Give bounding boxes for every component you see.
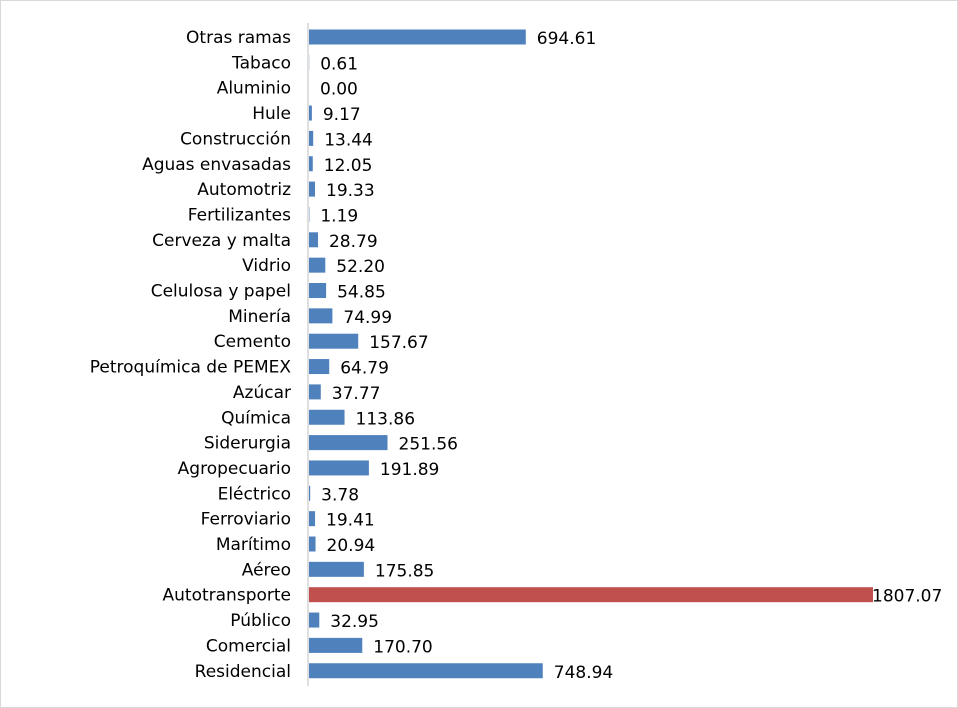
category-label: Automotriz <box>197 180 291 200</box>
category-label: Autotransporte <box>163 586 291 606</box>
value-label: 694.61 <box>537 29 596 49</box>
bar <box>309 409 345 425</box>
category-label: Ferroviario <box>201 510 291 530</box>
value-label: 170.70 <box>373 637 432 657</box>
category-label: Azúcar <box>233 383 291 403</box>
bar <box>309 511 316 527</box>
category-label: Aguas envasadas <box>142 155 291 175</box>
category-label: Comercial <box>206 636 291 656</box>
bar <box>309 384 321 400</box>
bar <box>309 359 330 375</box>
value-label: 19.41 <box>326 511 375 531</box>
category-label: Cemento <box>214 332 291 352</box>
category-label: Aéreo <box>242 560 291 580</box>
bar <box>309 485 311 501</box>
bar <box>309 536 316 552</box>
category-label: Marítimo <box>216 535 291 555</box>
category-label: Siderurgia <box>204 434 291 454</box>
bar <box>309 435 388 451</box>
value-label: 3.78 <box>321 485 359 505</box>
value-label: 64.79 <box>340 359 389 379</box>
bar <box>309 587 873 603</box>
category-label: Construcción <box>180 129 291 149</box>
bar <box>309 156 313 172</box>
category-label: Hule <box>252 104 291 124</box>
category-label: Vidrio <box>242 256 291 276</box>
value-label: 9.17 <box>323 105 361 125</box>
value-label: 13.44 <box>324 130 373 150</box>
category-label: Residencial <box>195 662 291 682</box>
value-label: 19.33 <box>326 181 375 201</box>
bar <box>309 308 333 324</box>
category-label: Fertilizantes <box>188 205 291 225</box>
bar <box>309 283 327 298</box>
category-label: Petroquímica de PEMEX <box>90 358 292 378</box>
category-label: Celulosa y papel <box>151 282 291 302</box>
bar <box>309 232 318 248</box>
value-label: 52.20 <box>336 257 385 277</box>
value-label: 32.95 <box>330 612 379 632</box>
value-label: 157.67 <box>369 333 428 353</box>
value-label: 0.61 <box>320 54 358 74</box>
value-label: 37.77 <box>332 384 381 404</box>
bar <box>309 612 320 628</box>
bar <box>309 181 316 197</box>
value-label: 12.05 <box>324 156 373 176</box>
category-label: Eléctrico <box>218 484 291 504</box>
bar <box>309 460 369 476</box>
category-label: Agropecuario <box>178 459 291 479</box>
bar <box>309 257 326 273</box>
value-label: 175.85 <box>375 561 434 581</box>
bar <box>309 130 314 146</box>
value-label: 748.94 <box>554 663 613 683</box>
value-label: 20.94 <box>327 536 376 556</box>
category-label: Química <box>221 408 291 428</box>
category-label: Público <box>230 611 291 631</box>
category-label: Aluminio <box>217 79 291 99</box>
value-label: 54.85 <box>337 283 386 303</box>
category-label: Minería <box>228 307 291 327</box>
category-label: Otras ramas <box>186 28 291 48</box>
value-label: 1.19 <box>320 206 358 226</box>
bar <box>309 105 312 121</box>
value-label: 251.56 <box>399 435 458 455</box>
bar <box>309 333 359 349</box>
bar <box>309 663 543 679</box>
bar <box>309 637 363 653</box>
category-label: Cerveza y malta <box>152 231 291 251</box>
value-label: 0.00 <box>320 80 358 100</box>
value-label: 191.89 <box>380 460 439 480</box>
value-label: 1807.07 <box>872 587 942 607</box>
value-label: 113.86 <box>356 409 415 429</box>
value-label: 74.99 <box>343 308 392 328</box>
value-label: 28.79 <box>329 232 378 252</box>
bar <box>309 561 364 577</box>
bar <box>309 29 526 45</box>
category-label: Tabaco <box>231 53 291 73</box>
